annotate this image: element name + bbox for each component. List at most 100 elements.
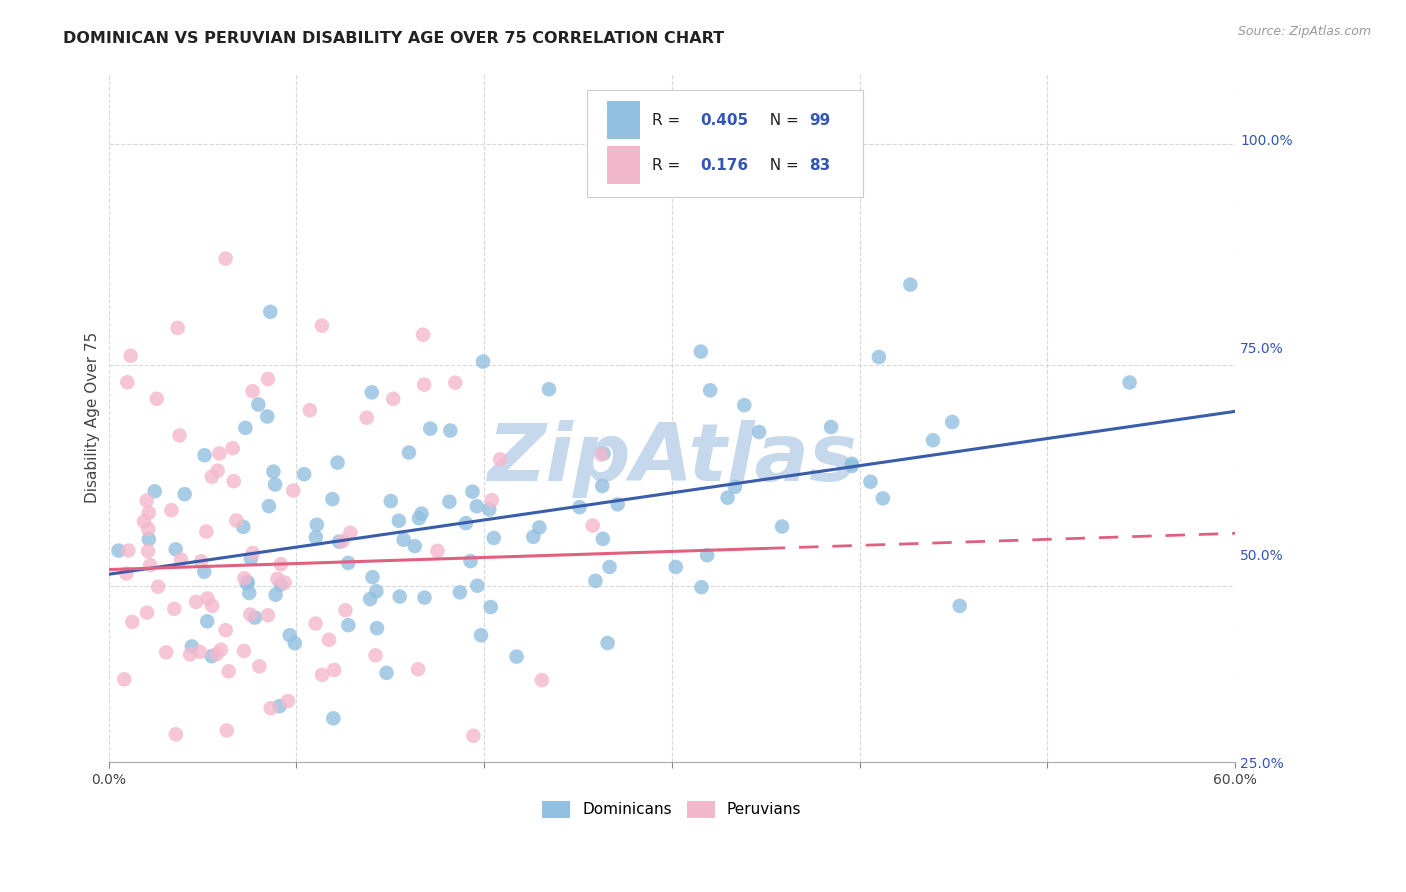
Point xyxy=(328,534,350,549)
Bar xyxy=(606,101,640,138)
Point xyxy=(298,403,321,417)
Bar xyxy=(606,145,640,184)
Point xyxy=(257,608,280,623)
Point xyxy=(689,344,711,359)
Point xyxy=(596,636,619,650)
Point xyxy=(323,663,346,677)
Point xyxy=(439,424,461,438)
Point xyxy=(406,662,429,676)
Point xyxy=(898,277,921,292)
Point xyxy=(724,480,747,494)
Point xyxy=(112,673,135,687)
Point xyxy=(166,321,188,335)
Point xyxy=(463,729,485,743)
Text: N =: N = xyxy=(759,158,803,173)
Point xyxy=(392,533,415,547)
Point xyxy=(173,487,195,501)
Point xyxy=(360,385,382,400)
Point xyxy=(413,377,436,392)
Point xyxy=(107,543,129,558)
Point xyxy=(132,514,155,528)
Point xyxy=(592,532,614,546)
Point xyxy=(489,452,512,467)
Point xyxy=(311,667,333,681)
Text: N =: N = xyxy=(759,113,803,128)
Point xyxy=(335,603,357,617)
Point xyxy=(197,591,219,606)
Point xyxy=(305,517,328,532)
Point xyxy=(530,673,553,688)
Point xyxy=(273,575,295,590)
Point xyxy=(388,514,411,528)
Point xyxy=(218,665,240,679)
Point xyxy=(169,428,191,442)
Point xyxy=(292,467,315,482)
Point xyxy=(264,588,287,602)
Point xyxy=(277,694,299,708)
Point xyxy=(239,551,262,566)
Point xyxy=(482,531,505,545)
Point xyxy=(411,507,433,521)
Text: ZipAtlas: ZipAtlas xyxy=(486,420,856,498)
Point xyxy=(841,457,863,471)
Point xyxy=(460,554,482,568)
Point xyxy=(591,479,613,493)
Point xyxy=(115,566,138,581)
Point xyxy=(195,615,218,629)
Point xyxy=(537,382,560,396)
Point xyxy=(257,499,280,513)
Point xyxy=(304,616,326,631)
Point xyxy=(235,421,257,435)
Point xyxy=(269,699,291,714)
Legend: Dominicans, Peruvians: Dominicans, Peruvians xyxy=(536,795,807,823)
Point xyxy=(160,503,183,517)
Point xyxy=(859,475,882,489)
Y-axis label: Disability Age Over 75: Disability Age Over 75 xyxy=(86,332,100,503)
Point xyxy=(382,392,405,406)
Point xyxy=(478,502,501,516)
Point xyxy=(284,636,307,650)
Point xyxy=(465,500,488,514)
Point xyxy=(941,415,963,429)
Point xyxy=(321,492,343,507)
Point xyxy=(262,465,284,479)
Point xyxy=(239,607,262,622)
Point xyxy=(339,525,361,540)
Point xyxy=(201,469,224,483)
Point xyxy=(770,519,793,533)
Point xyxy=(243,610,266,624)
Point xyxy=(232,644,254,658)
Point xyxy=(583,574,606,588)
Point xyxy=(606,497,628,511)
Point xyxy=(259,305,281,319)
Point xyxy=(121,615,143,629)
Point xyxy=(568,500,591,515)
Point xyxy=(366,584,388,599)
Point xyxy=(733,398,755,412)
Point xyxy=(163,601,186,615)
Point xyxy=(190,554,212,568)
Point xyxy=(136,544,159,558)
Point xyxy=(193,565,215,579)
Point xyxy=(146,580,169,594)
Point xyxy=(138,778,160,792)
Point xyxy=(170,552,193,566)
Point xyxy=(117,543,139,558)
Point xyxy=(188,645,211,659)
Point xyxy=(318,632,340,647)
Text: R =: R = xyxy=(651,158,685,173)
Point xyxy=(380,494,402,508)
Point xyxy=(322,711,344,725)
Point xyxy=(404,539,426,553)
Point xyxy=(264,477,287,491)
Point xyxy=(529,520,551,534)
Point xyxy=(247,659,270,673)
Point xyxy=(283,483,305,498)
Point xyxy=(505,649,527,664)
Point xyxy=(582,518,605,533)
Point xyxy=(209,642,232,657)
Point xyxy=(512,862,534,876)
Point xyxy=(238,586,260,600)
Point xyxy=(444,376,467,390)
Point xyxy=(270,577,292,591)
